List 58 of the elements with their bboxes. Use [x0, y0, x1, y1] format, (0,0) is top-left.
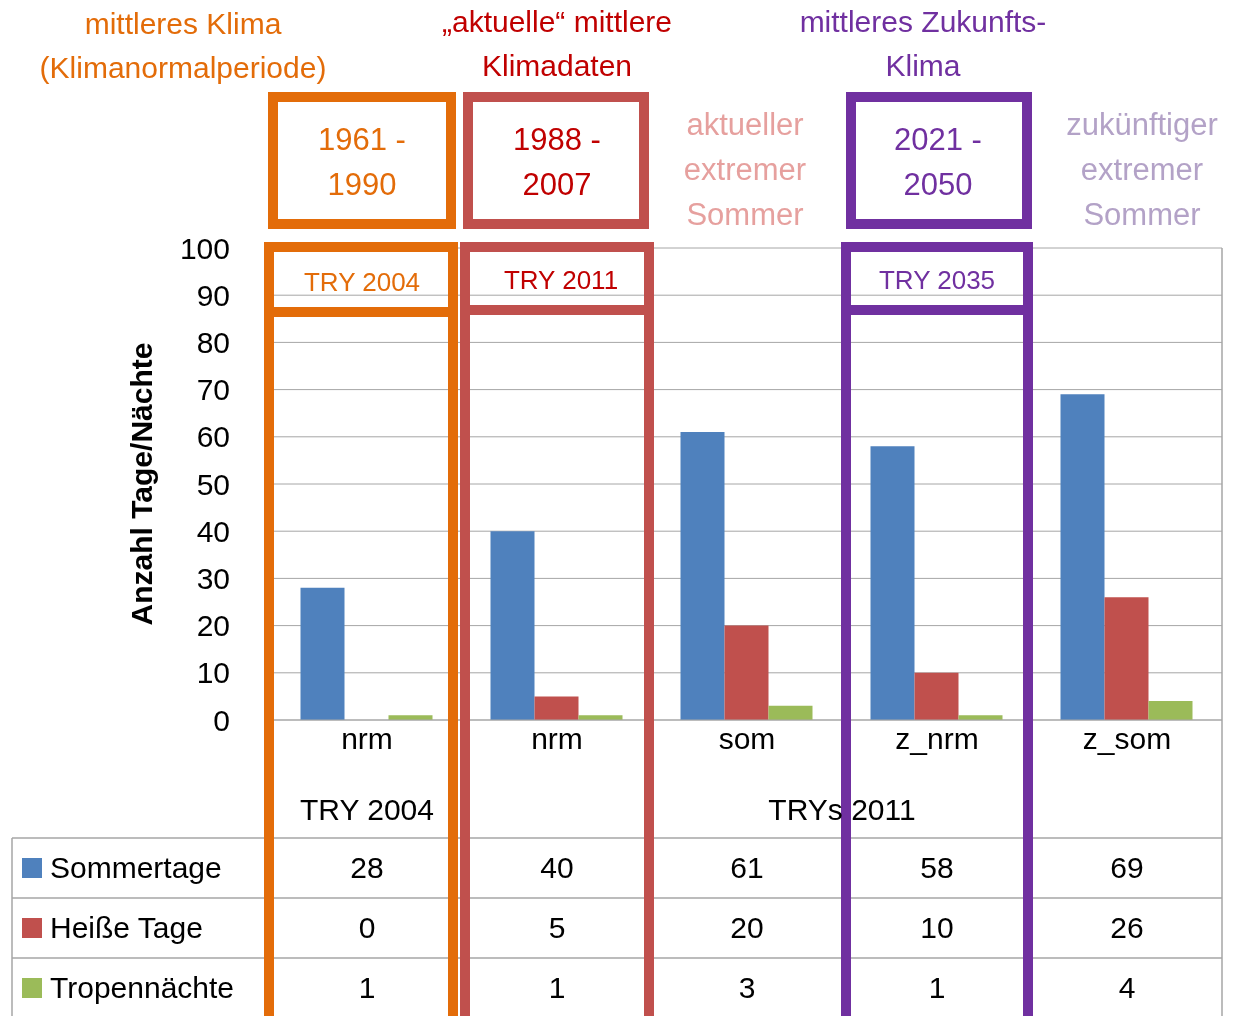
data-label: 1 [547, 970, 567, 1006]
bar [300, 587, 345, 720]
data-label: 4 [1117, 970, 1137, 1006]
x-tick-label: nrm [341, 722, 393, 756]
y-axis-title: Anzahl Tage/Nächte [125, 342, 158, 626]
legend-label: Heiße Tage [50, 911, 203, 945]
y-tick-label: 60 [196, 420, 230, 454]
data-label: 1 [927, 970, 947, 1006]
y-tick-label: 20 [196, 609, 230, 643]
bar [870, 446, 915, 720]
annotation: TRY 2004 [302, 266, 422, 299]
data-label: 58 [919, 850, 955, 886]
data-label: 10 [919, 910, 955, 946]
y-tick-label: 90 [196, 278, 230, 312]
text: „aktuelle“ mittlere Klimadaten [440, 4, 674, 84]
data-label: 26 [1109, 910, 1145, 946]
text: 2021 - 2050 [893, 121, 983, 204]
text: zukünftiger extremer Sommer [1065, 106, 1219, 234]
text: 1988 - 2007 [512, 121, 602, 204]
data-label: 28 [349, 850, 385, 886]
data-label: 5 [547, 910, 567, 946]
legend-label: Tropennächte [50, 971, 235, 1005]
data-label: 3 [737, 970, 757, 1006]
bar [914, 672, 959, 720]
text: mittleres Klima (Klimanormalperiode) [38, 6, 328, 86]
legend-label: Sommertage [50, 851, 222, 885]
x-tick-label: nrm [531, 722, 583, 756]
x-tick-label: z_som [1082, 722, 1172, 756]
bar [1104, 597, 1149, 720]
x-tick-label: z_nrm [895, 722, 979, 756]
data-label: 61 [729, 850, 765, 886]
annotation: TRY 2011 [502, 264, 620, 297]
y-tick-label: 0 [213, 703, 230, 737]
annotation: TRY 2035 [877, 264, 997, 297]
y-tick-label: 40 [196, 514, 230, 548]
x-tick-label: som [718, 722, 776, 756]
data-label: 0 [357, 910, 377, 946]
bar [768, 705, 813, 720]
text: TRY 2004 [299, 792, 435, 828]
y-tick-label: 10 [196, 656, 230, 690]
y-tick-label: 30 [196, 562, 230, 596]
y-tick-label: 100 [179, 231, 230, 265]
bar [724, 625, 769, 720]
bar [534, 696, 579, 720]
bar [1148, 701, 1193, 720]
data-label: 1 [357, 970, 377, 1006]
data-label: 40 [539, 850, 575, 886]
bar [1060, 394, 1105, 720]
bar [680, 432, 725, 720]
text: mittleres Zukunfts-Klima [798, 4, 1048, 84]
bar [490, 531, 535, 720]
data-label: 20 [729, 910, 765, 946]
y-tick-label: 80 [196, 326, 230, 360]
y-tick-label: 70 [196, 373, 230, 407]
text: aktueller extremer Sommer [682, 106, 808, 234]
data-label: 69 [1109, 850, 1145, 886]
y-tick-label: 50 [196, 467, 230, 501]
text: 1961 - 1990 [317, 121, 407, 204]
